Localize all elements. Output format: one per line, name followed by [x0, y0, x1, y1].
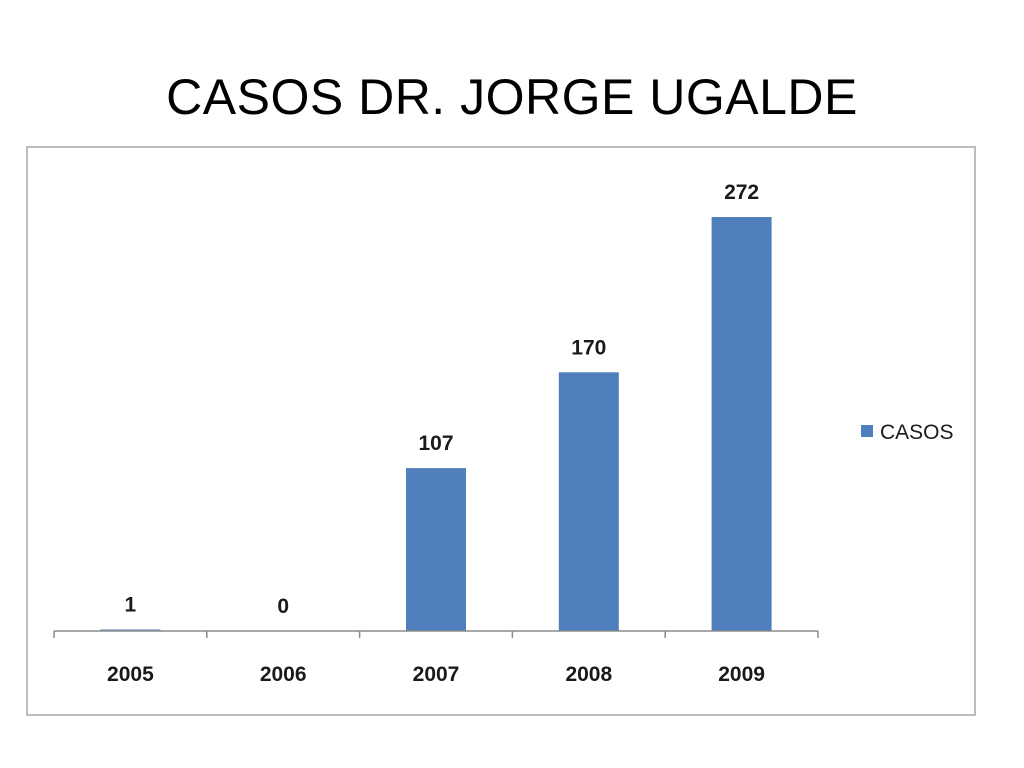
legend-swatch-casos — [861, 425, 873, 437]
x-tick-label-2009: 2009 — [718, 663, 765, 686]
x-tick-label-2008: 2008 — [565, 663, 612, 686]
data-label-2006: 0 — [277, 595, 289, 618]
slide-title: CASOS DR. JORGE UGALDE — [166, 69, 858, 125]
x-tick-label-2006: 2006 — [260, 663, 307, 686]
data-label-2008: 170 — [571, 336, 606, 359]
data-labels: 1 0 107 170 272 — [125, 181, 760, 618]
x-tick-label-2005: 2005 — [107, 663, 154, 686]
data-label-2009: 272 — [724, 181, 759, 204]
data-label-2007: 107 — [418, 432, 453, 455]
legend: CASOS — [861, 421, 954, 444]
bar-2007 — [406, 468, 466, 631]
data-label-2005: 1 — [125, 594, 137, 617]
x-axis: 2005 2006 2007 2008 2009 — [53, 630, 819, 686]
bar-2008 — [558, 372, 619, 632]
legend-label-casos: CASOS — [880, 421, 954, 444]
x-tick-label-2007: 2007 — [413, 663, 460, 686]
bars-layer — [100, 217, 772, 632]
bar-2009 — [711, 217, 772, 631]
chart-frame — [26, 146, 976, 716]
